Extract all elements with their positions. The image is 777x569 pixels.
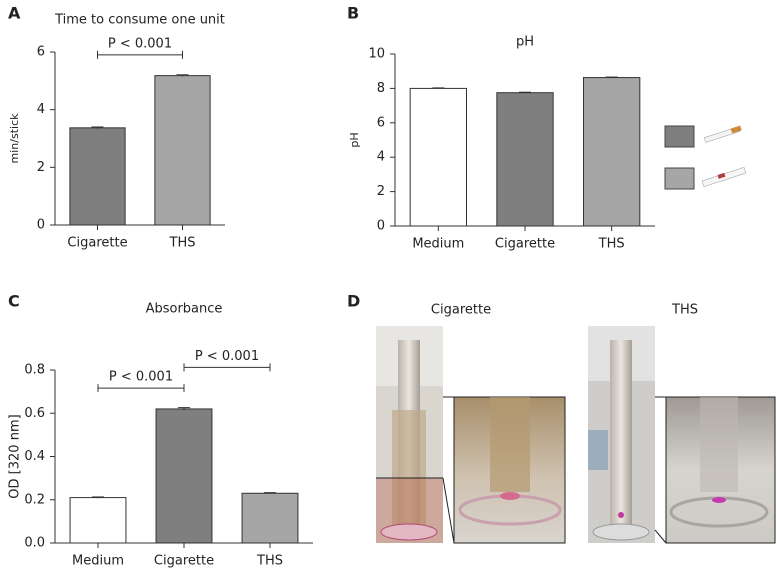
y-tick-label: 4 xyxy=(37,102,45,117)
bar xyxy=(154,75,211,226)
photo-ths xyxy=(588,326,655,543)
photo-panel: D Cigarette THS xyxy=(347,292,776,544)
significance-label: P < 0.001 xyxy=(195,349,259,364)
photo-caption: Cigarette xyxy=(431,303,491,318)
y-tick-label: 2 xyxy=(37,160,45,175)
significance-label: P < 0.001 xyxy=(109,370,173,385)
chart-title: Absorbance xyxy=(146,302,223,317)
x-tick-label: Medium xyxy=(72,554,124,569)
x-tick-label: Cigarette xyxy=(67,236,127,251)
y-tick-label: 0 xyxy=(37,218,45,233)
cigarette-icon xyxy=(703,125,742,143)
photo-caption: THS xyxy=(671,303,698,318)
photo-ths-zoom xyxy=(665,396,776,544)
y-tick-label: 4 xyxy=(377,150,385,165)
panel-label: D xyxy=(347,292,360,311)
photo-cigarette-zoom xyxy=(453,396,566,544)
bar xyxy=(155,408,213,544)
y-tick-label: 8 xyxy=(377,81,385,96)
y-axis-label: OD [320 nm] xyxy=(8,414,23,498)
legend xyxy=(664,125,747,190)
y-tick-label: 0.8 xyxy=(24,363,45,378)
panel-label: B xyxy=(347,4,359,23)
bar xyxy=(69,127,126,226)
legend-swatch xyxy=(664,125,695,148)
y-tick-label: 0.2 xyxy=(24,492,45,507)
y-tick-label: 10 xyxy=(368,47,385,62)
bar xyxy=(69,497,127,544)
chart-title: Time to consume one unit xyxy=(54,13,225,28)
bar xyxy=(409,87,467,227)
y-tick-label: 0.4 xyxy=(24,449,45,464)
bar xyxy=(583,77,641,227)
x-tick-label: Cigarette xyxy=(495,237,555,252)
x-tick-label: THS xyxy=(598,237,625,252)
y-tick-label: 0.0 xyxy=(24,536,45,551)
photo-cigarette xyxy=(376,326,443,543)
bar xyxy=(496,92,554,227)
x-tick-label: Cigarette xyxy=(154,554,214,569)
y-tick-label: 2 xyxy=(377,184,385,199)
x-tick-label: Medium xyxy=(412,237,464,252)
chart-title: pH xyxy=(516,35,534,50)
bar xyxy=(241,492,299,544)
x-tick-label: THS xyxy=(169,236,196,251)
x-tick-label: THS xyxy=(256,554,283,569)
significance-label: P < 0.001 xyxy=(108,36,172,51)
panel-label: C xyxy=(8,292,20,311)
ths-icon xyxy=(701,167,747,187)
y-axis-label: pH xyxy=(348,132,361,147)
y-tick-label: 6 xyxy=(377,115,385,130)
y-tick-label: 0.6 xyxy=(24,406,45,421)
legend-swatch xyxy=(664,167,695,190)
y-axis-label: min/stick xyxy=(8,113,21,164)
panel-label: A xyxy=(8,4,21,23)
y-tick-label: 0 xyxy=(377,219,385,234)
y-tick-label: 6 xyxy=(37,45,45,60)
